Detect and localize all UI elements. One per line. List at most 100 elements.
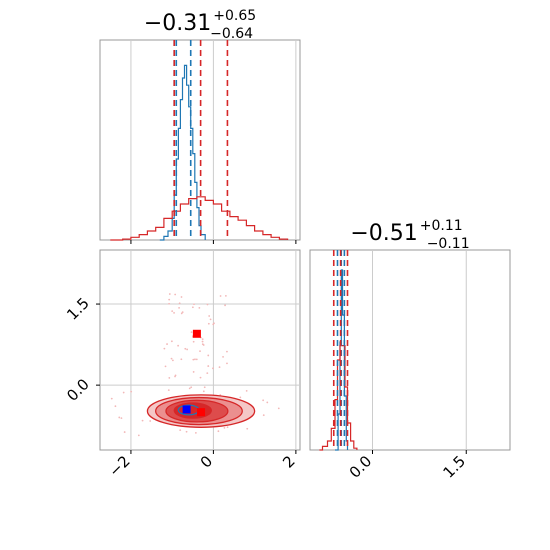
joint-markers (182, 329, 206, 417)
sample-point (179, 429, 182, 432)
x-tick-label-0: −2 (105, 452, 133, 480)
sample-point (180, 358, 183, 361)
sample-point (141, 419, 144, 422)
sample-point (177, 344, 180, 347)
hist-right-title-lower: −0.11 (427, 236, 470, 252)
sample-point (163, 347, 166, 350)
marker-1 (182, 405, 191, 414)
sample-point (218, 366, 221, 369)
sample-point (192, 358, 195, 361)
sample-point (174, 293, 177, 296)
sample-point (168, 302, 171, 305)
sample-point (123, 431, 126, 433)
y-tick-label-0: 0.0 (63, 375, 93, 405)
sample-point (110, 397, 113, 400)
sample-point (137, 434, 140, 437)
sample-point (202, 344, 205, 346)
x-tick-label-2: 2 (279, 452, 298, 471)
sample-point (208, 315, 211, 317)
sample-point (171, 310, 174, 313)
hist-top-title: −0.31 +0.65 −0.64 (144, 8, 256, 42)
sample-point (198, 306, 201, 309)
sample-point (173, 311, 175, 314)
hist-right-title-value: −0.51 (350, 221, 417, 246)
hist-top-grid (130, 40, 297, 244)
y-tick-label-1: 1.5 (63, 294, 93, 324)
sample-point (199, 376, 202, 379)
sample-point (207, 322, 210, 325)
sample-point (180, 296, 183, 298)
sample-point (203, 386, 206, 389)
sample-point (223, 427, 226, 429)
hist-panel-top: −0.31 +0.65 −0.64 (99, 8, 301, 244)
sample-point (207, 354, 210, 357)
sample-point (120, 417, 123, 420)
sample-point (164, 365, 167, 368)
sample-point (192, 340, 195, 343)
sample-point (186, 348, 189, 351)
sample-point (206, 372, 209, 375)
sample-point (188, 387, 191, 390)
hist-top-quantile-lines (173, 40, 229, 240)
sample-point (191, 306, 194, 309)
x-tick-label-1: 1.5 (439, 452, 469, 482)
sample-point (166, 343, 168, 345)
sample-point (168, 298, 171, 301)
sample-point (226, 362, 228, 365)
sample-point (206, 303, 209, 306)
hist-top-series (110, 64, 289, 241)
sample-point (149, 420, 152, 422)
x-tick-label-0: 0.0 (346, 452, 376, 482)
sample-point (201, 338, 204, 341)
sample-point (219, 295, 222, 297)
hist-right-frame (309, 249, 511, 451)
sample-point (190, 386, 193, 389)
sample-point (167, 389, 170, 392)
hist-right-grid (372, 250, 467, 454)
sample-point (201, 340, 204, 343)
joint-panel: −2 0 2 0.0 1.5 (63, 249, 301, 480)
sample-point (194, 431, 197, 434)
hist-top-title-upper: +0.65 (213, 8, 256, 24)
sample-point (185, 430, 188, 433)
joint-y-ticks: 0.0 1.5 (63, 294, 93, 405)
sample-point (277, 407, 280, 410)
sample-point (246, 427, 249, 430)
hist-top-title-lower: −0.64 (210, 26, 253, 42)
sample-point (224, 294, 227, 297)
sample-point (170, 357, 173, 360)
sample-point (226, 426, 229, 429)
sample-point (207, 365, 210, 367)
hist-right-title: −0.51 +0.11 −0.11 (350, 218, 469, 252)
hist-right-x-ticks: 0.0 1.5 (346, 452, 469, 482)
sample-point (174, 375, 176, 378)
sample-point (245, 390, 248, 392)
hist-series-0 (335, 269, 349, 451)
sample-point (195, 358, 198, 361)
sample-point (226, 350, 228, 353)
hist-right-title-upper: +0.11 (420, 218, 463, 234)
sample-point (217, 430, 220, 433)
marker-0 (192, 329, 201, 338)
sample-point (130, 390, 133, 393)
sample-point (262, 399, 265, 402)
sample-point (193, 303, 195, 306)
marker-2 (197, 408, 206, 417)
sample-point (239, 396, 242, 399)
sample-point (178, 302, 181, 305)
hist-right-quantile-lines (332, 250, 349, 450)
hist-series-1 (110, 196, 289, 241)
hist-top-title-value: −0.31 (144, 11, 211, 36)
sample-point (199, 350, 201, 353)
joint-scatter-points (110, 293, 280, 437)
sample-point (114, 405, 117, 408)
sample-point (178, 306, 180, 309)
sample-point (212, 367, 214, 370)
sample-point (194, 358, 196, 361)
sample-point (262, 414, 265, 417)
sample-point (170, 340, 173, 343)
hist-panel-right: 0.0 1.5 −0.51 +0.11 −0.11 (309, 218, 511, 482)
sample-point (190, 331, 193, 334)
sample-point (171, 359, 174, 362)
sample-point (266, 401, 269, 404)
